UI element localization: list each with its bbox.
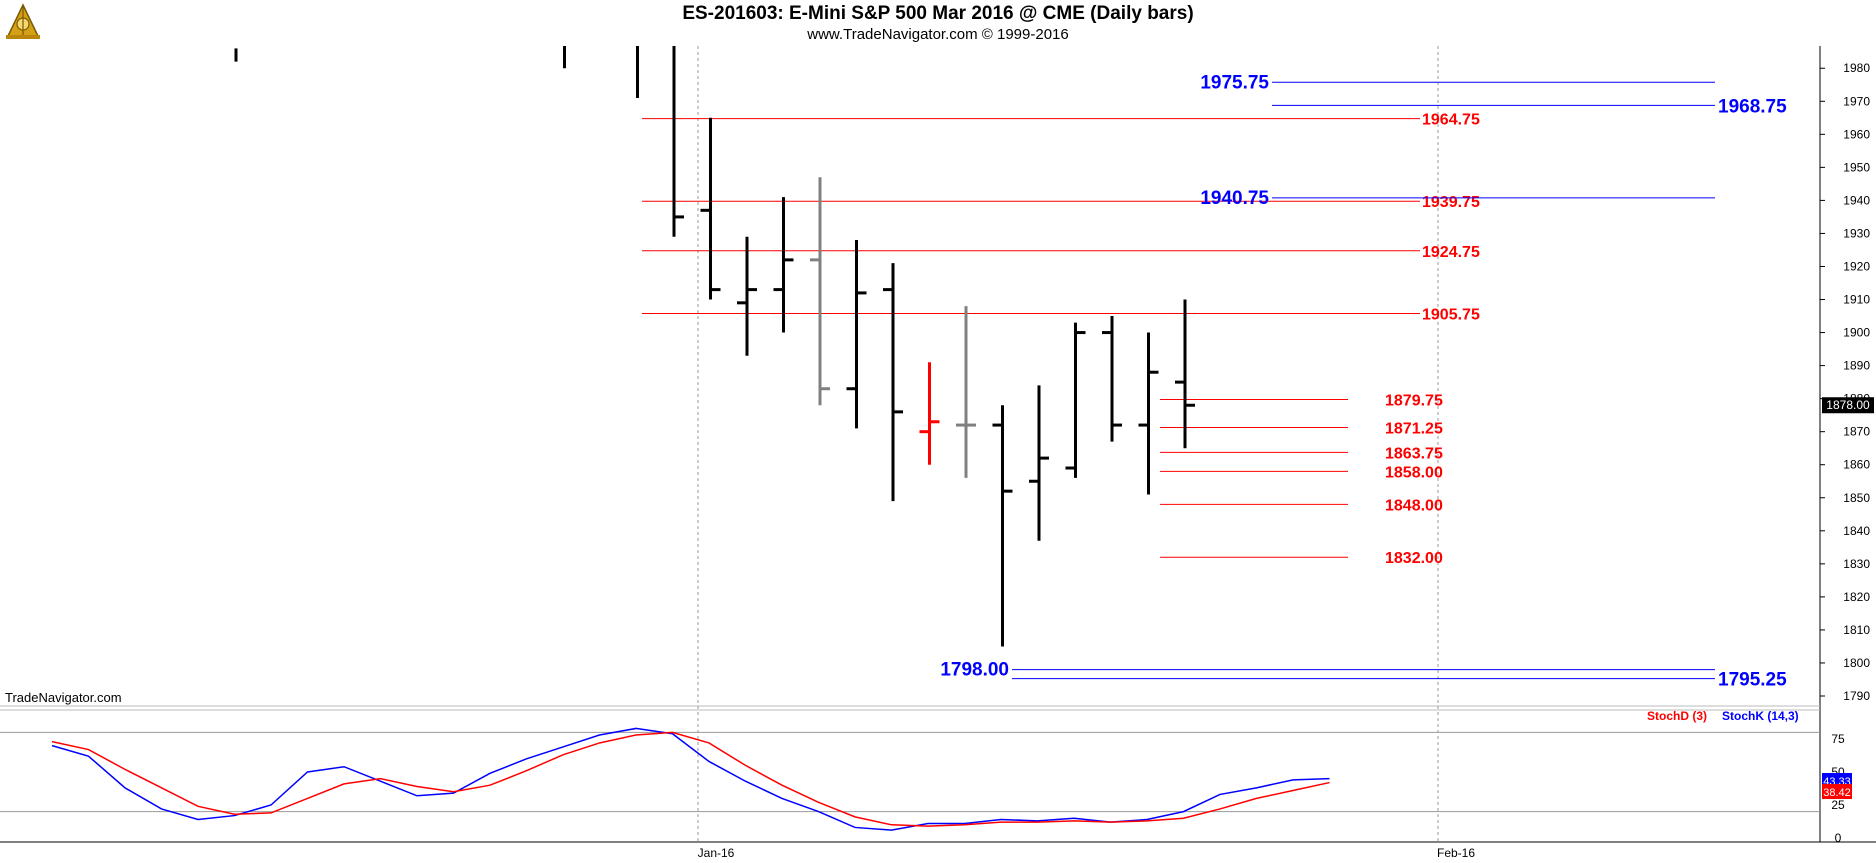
y-tick-label: 1900 [1843,326,1870,340]
chart-title: ES-201603: E-Mini S&P 500 Mar 2016 @ CME… [682,3,1194,24]
y-tick-label: 1790 [1843,689,1870,703]
y-tick-label: 1960 [1843,127,1870,141]
red-level-label: 1848.00 [1385,497,1443,514]
last-price-box [1822,397,1874,414]
y-tick-label: 1940 [1843,193,1870,207]
blue-level-label: 1940.75 [1200,188,1269,209]
x-tick-label: Jan-16 [698,846,735,860]
y-tick-label: 1840 [1843,524,1870,538]
stochd-value-box [1822,784,1852,799]
red-level-label: 1924.75 [1422,244,1480,261]
stoch-tick-label: 25 [1831,798,1845,812]
y-tick-label: 1820 [1843,590,1870,604]
red-level-label: 1871.25 [1385,421,1443,438]
red-level-label: 1964.75 [1422,112,1480,129]
legend-stochd: StochD (3) [1647,709,1707,723]
stoch-tick-label: 75 [1831,732,1845,746]
sextant-logo-icon [6,3,40,39]
y-tick-label: 1850 [1843,491,1870,505]
red-level-label: 1832.00 [1385,550,1443,567]
y-tick-label: 1970 [1843,94,1870,108]
legend-stochk: StochK (14,3) [1722,709,1799,723]
red-level-label: 1863.75 [1385,445,1443,462]
chart-header: ES-201603: E-Mini S&P 500 Mar 2016 @ CME… [0,0,1876,46]
watermark-text: TradeNavigator.com [5,690,122,705]
y-tick-label: 1930 [1843,226,1870,240]
stoch-tick-label: 0 [1835,831,1842,845]
y-tick-label: 1980 [1843,61,1870,75]
blue-level-label: 1968.75 [1718,96,1787,117]
red-level-label: 1905.75 [1422,307,1480,324]
blue-level-label: 1798.00 [940,660,1009,681]
price-axis-bg [1820,46,1876,863]
y-tick-label: 1800 [1843,656,1870,670]
red-level-label: 1858.00 [1385,464,1443,481]
y-tick-label: 1910 [1843,293,1870,307]
y-tick-label: 1830 [1843,557,1870,571]
chart-subtitle: www.TradeNavigator.com © 1999-2016 [807,26,1069,43]
y-tick-label: 1890 [1843,359,1870,373]
y-tick-label: 1920 [1843,259,1870,273]
red-level-label: 1939.75 [1422,194,1480,211]
blue-level-label: 1795.25 [1718,670,1787,691]
y-tick-label: 1860 [1843,458,1870,472]
last-price-label: 1878.00 [1826,398,1870,412]
stochk-line [51,727,1330,831]
y-tick-label: 1950 [1843,160,1870,174]
red-level-label: 1879.75 [1385,392,1443,409]
stochd-line [51,731,1330,827]
y-tick-label: 1810 [1843,623,1870,637]
y-tick-label: 1870 [1843,425,1870,439]
blue-level-label: 1975.75 [1200,72,1269,93]
x-tick-label: Feb-16 [1437,846,1475,860]
stochd-value-label: 38.42 [1823,787,1851,799]
